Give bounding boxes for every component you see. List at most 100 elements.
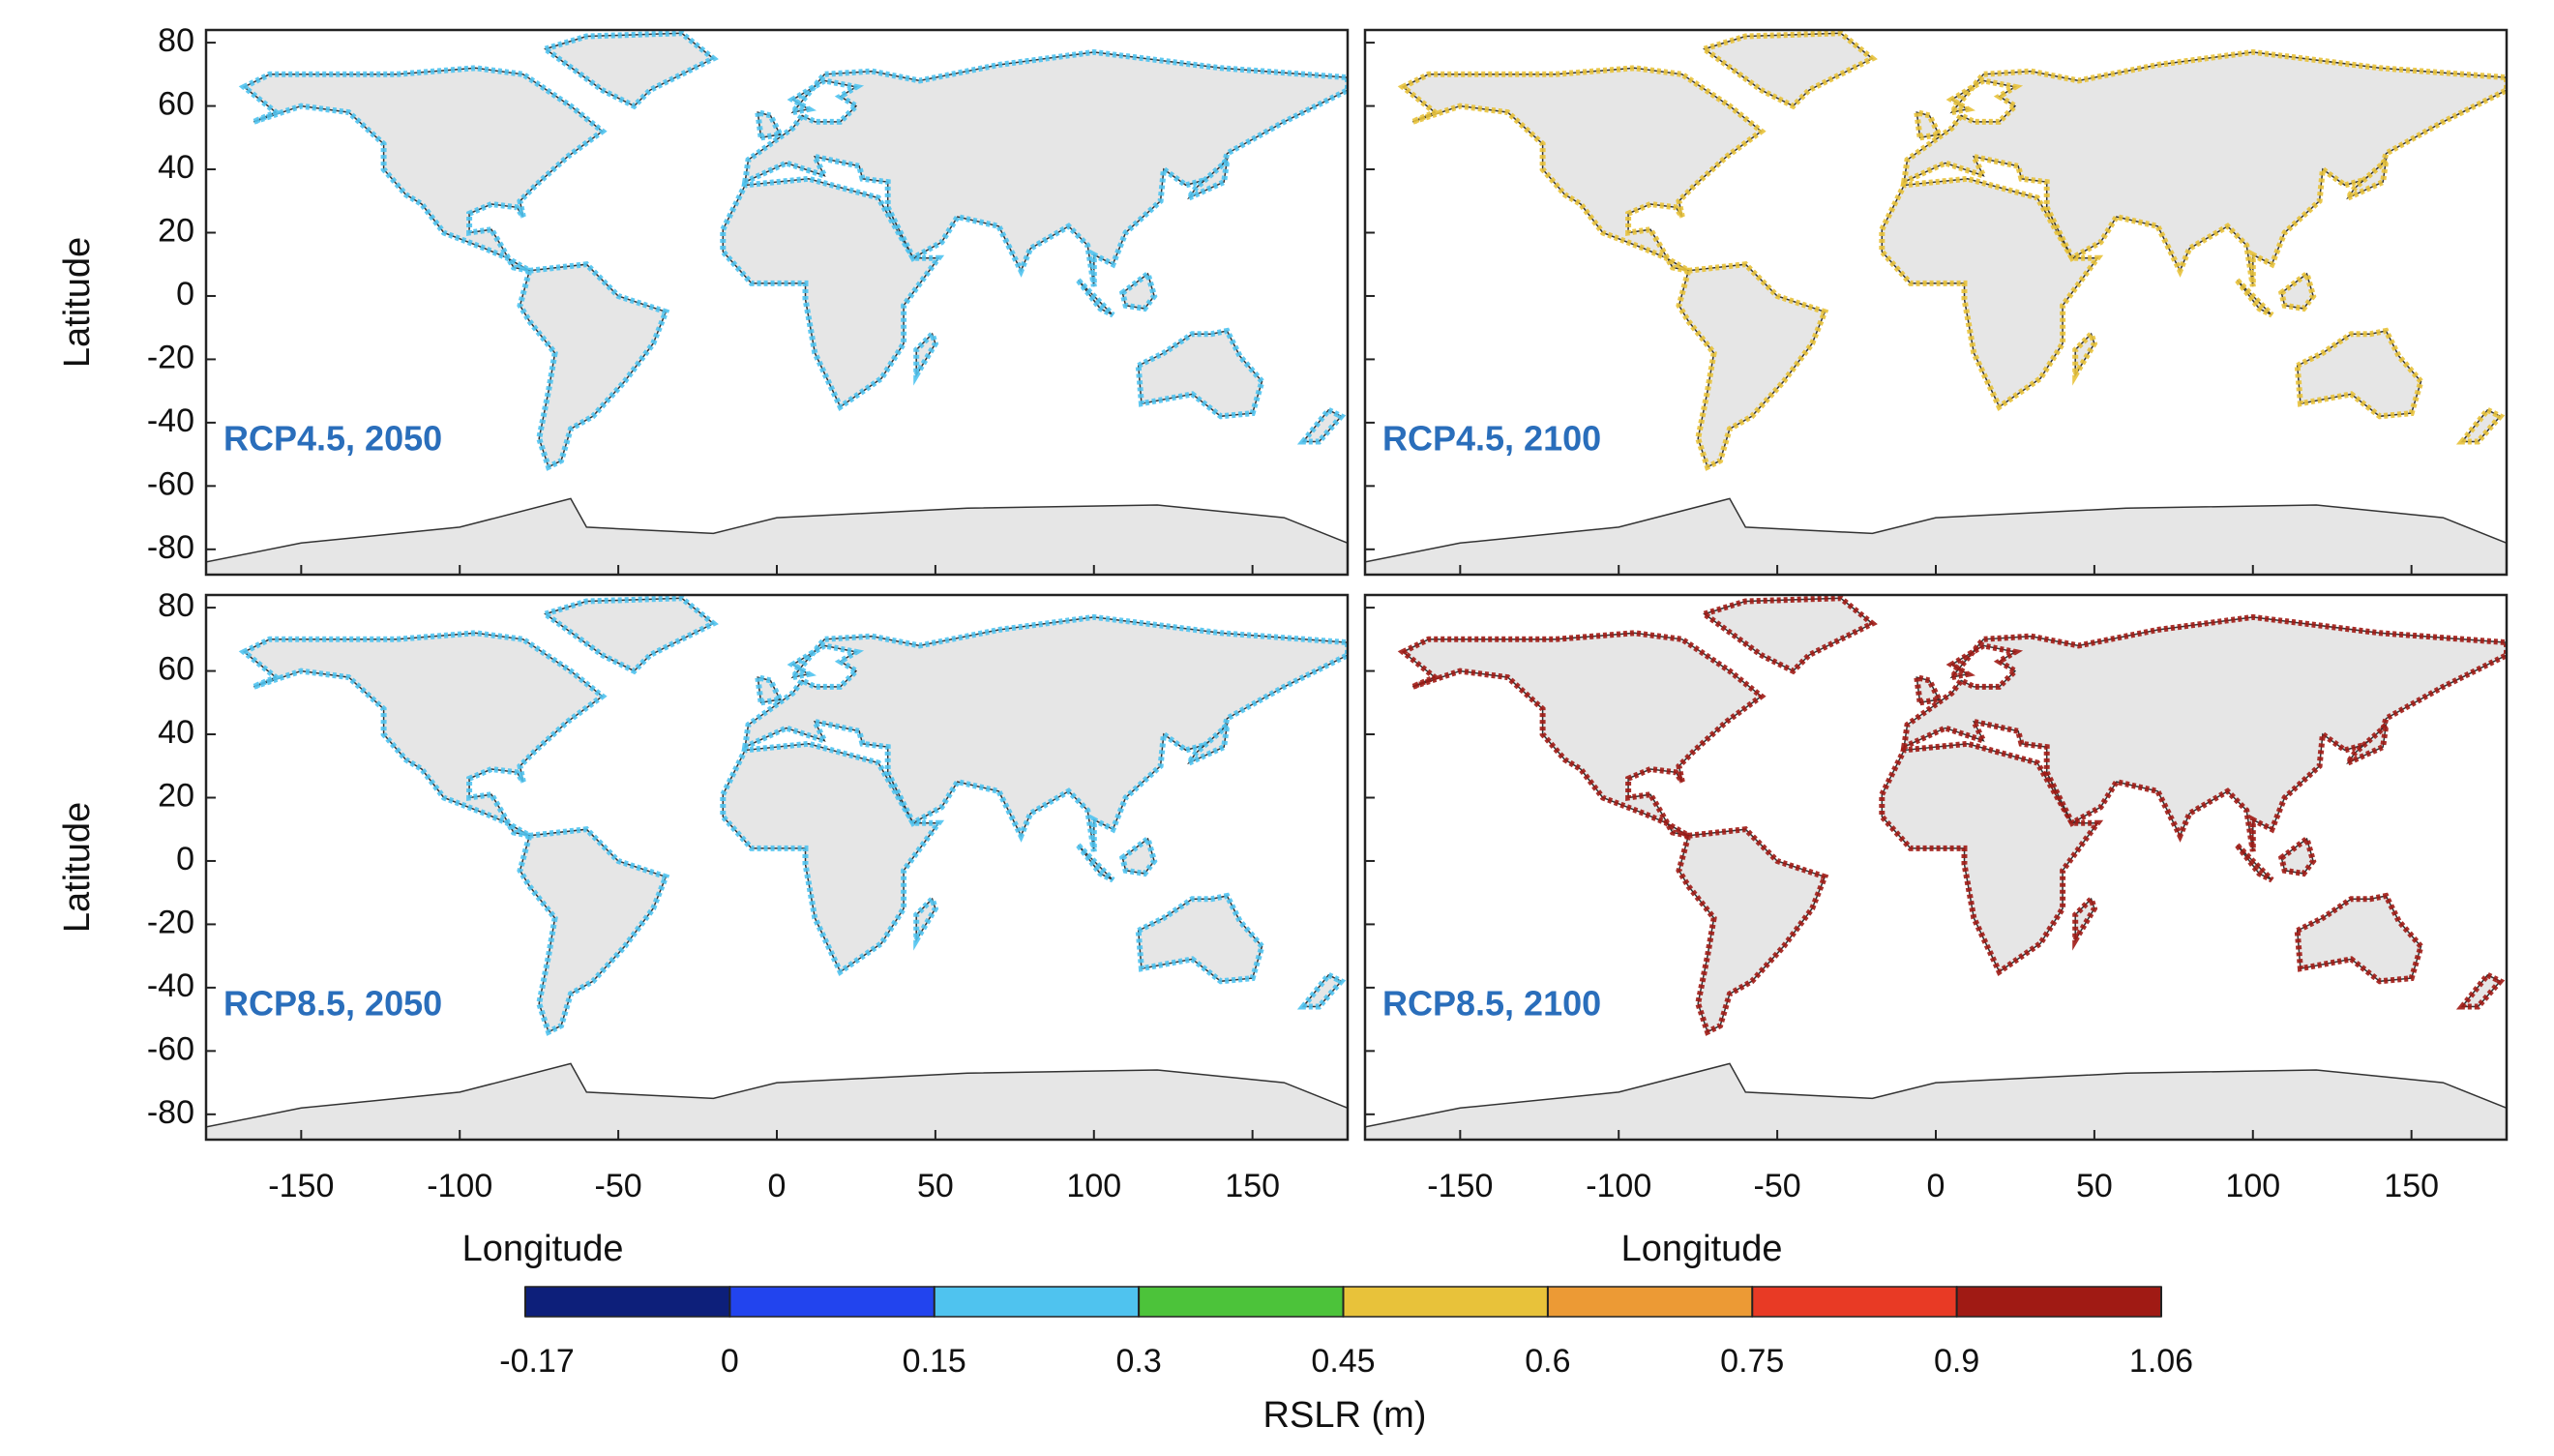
- coast-points: [1900, 613, 2507, 852]
- coast-points: [1879, 740, 2104, 976]
- coast-points: [2072, 328, 2098, 386]
- coast-points: [1180, 151, 1232, 205]
- colorbar-tick-label: 0.45: [1311, 1343, 1375, 1380]
- colorbar-tick-label: 0.15: [903, 1343, 966, 1380]
- coast-points: [754, 673, 785, 706]
- land: [206, 497, 1348, 575]
- x-tick-label: -100: [1586, 1168, 1651, 1204]
- coast-points: [2339, 151, 2391, 205]
- x-axis-label: Longitude: [462, 1229, 624, 1269]
- coast-points: [2235, 278, 2274, 318]
- colorbar-segment: [1955, 1286, 2162, 1318]
- coast-points: [754, 108, 785, 141]
- x-tick-label: -100: [427, 1168, 492, 1204]
- x-tick-label: 0: [1927, 1168, 1945, 1204]
- coast-points: [1698, 595, 1878, 675]
- coast-points: [1296, 406, 1347, 445]
- map-panel: [206, 595, 1348, 1140]
- colorbar-tick-label: 0: [721, 1343, 739, 1380]
- y-tick-label: 0: [176, 841, 194, 877]
- coast-points: [2277, 833, 2317, 877]
- land: [1365, 1062, 2507, 1140]
- coast-points: [517, 261, 670, 471]
- colorbar-tick-label: 1.06: [2129, 1343, 2193, 1380]
- map-panel: [1365, 595, 2507, 1140]
- land: [1365, 497, 2507, 575]
- coast-points: [2455, 406, 2506, 445]
- x-tick-label: -150: [1427, 1168, 1493, 1204]
- coast-points: [1180, 716, 1232, 770]
- land: [1401, 632, 1763, 837]
- land: [1137, 330, 1263, 418]
- coast-points: [1900, 48, 2507, 287]
- colorbar-tick-label: 0.3: [1115, 1343, 1161, 1380]
- coast-points: [1135, 892, 1265, 985]
- x-tick-label: -50: [595, 1168, 642, 1204]
- coast-points: [720, 740, 945, 976]
- coast-points: [1676, 261, 1829, 471]
- coast-points: [1397, 630, 1767, 839]
- coast-points: [539, 30, 719, 110]
- y-tick-label: -80: [147, 1094, 194, 1131]
- land: [242, 67, 604, 272]
- coast-points: [2235, 843, 2274, 883]
- coast-points: [2455, 971, 2506, 1010]
- coast-points: [1913, 108, 1944, 141]
- land: [242, 632, 604, 837]
- y-tick-label: 20: [158, 212, 194, 249]
- y-tick-label: -40: [147, 402, 194, 439]
- x-tick-label: 50: [2076, 1168, 2113, 1204]
- colorbar-segment: [1751, 1286, 1958, 1318]
- land: [2296, 330, 2422, 418]
- map-panel: [206, 30, 1348, 575]
- coast-points: [1879, 175, 2104, 411]
- colorbar-segment: [728, 1286, 935, 1318]
- coast-points: [1076, 278, 1115, 318]
- coast-points: [720, 175, 945, 411]
- x-tick-label: 100: [2225, 1168, 2280, 1204]
- colorbar-segment: [1547, 1286, 1753, 1318]
- colorbar-segment: [1342, 1286, 1549, 1318]
- coast-points: [1118, 833, 1158, 877]
- land: [206, 1062, 1348, 1140]
- coast-points: [1913, 673, 1944, 706]
- colorbar-label: RSLR (m): [1263, 1395, 1427, 1436]
- coast-points: [2294, 327, 2424, 420]
- y-tick-label: 80: [158, 22, 194, 59]
- coast-points: [2294, 892, 2424, 985]
- y-tick-label: -20: [147, 339, 194, 375]
- coast-points: [913, 893, 939, 951]
- coast-points: [741, 48, 1348, 287]
- coast-points: [1118, 268, 1158, 312]
- x-tick-label: -50: [1754, 1168, 1801, 1204]
- coast-points: [517, 826, 670, 1036]
- coast-points: [1135, 327, 1265, 420]
- colorbar-tick-label: 0.75: [1720, 1343, 1784, 1380]
- y-tick-label: -80: [147, 529, 194, 566]
- panel-label: RCP8.5, 2100: [1382, 984, 1601, 1024]
- x-axis-label: Longitude: [1621, 1229, 1783, 1269]
- x-tick-label: 0: [768, 1168, 787, 1204]
- coast-points: [1676, 826, 1829, 1036]
- coast-points: [1076, 843, 1115, 883]
- y-tick-label: -60: [147, 1030, 194, 1067]
- x-tick-label: 150: [1225, 1168, 1280, 1204]
- x-tick-label: 100: [1066, 1168, 1121, 1204]
- coast-points: [913, 328, 939, 386]
- y-axis-label: Latitude: [57, 237, 98, 368]
- land: [1137, 895, 1263, 983]
- y-tick-label: 80: [158, 587, 194, 624]
- y-tick-label: 20: [158, 777, 194, 814]
- colorbar-segment: [1138, 1286, 1345, 1318]
- map-panel: [1365, 30, 2507, 575]
- x-tick-label: -150: [268, 1168, 334, 1204]
- colorbar-tick-label: 0.9: [1934, 1343, 1979, 1380]
- y-tick-label: -20: [147, 904, 194, 940]
- coast-points: [741, 613, 1348, 852]
- y-tick-label: 40: [158, 149, 194, 186]
- y-tick-label: 40: [158, 714, 194, 751]
- y-tick-label: 60: [158, 86, 194, 123]
- panel-label: RCP8.5, 2050: [223, 984, 442, 1024]
- land: [2296, 895, 2422, 983]
- coast-points: [1397, 65, 1767, 274]
